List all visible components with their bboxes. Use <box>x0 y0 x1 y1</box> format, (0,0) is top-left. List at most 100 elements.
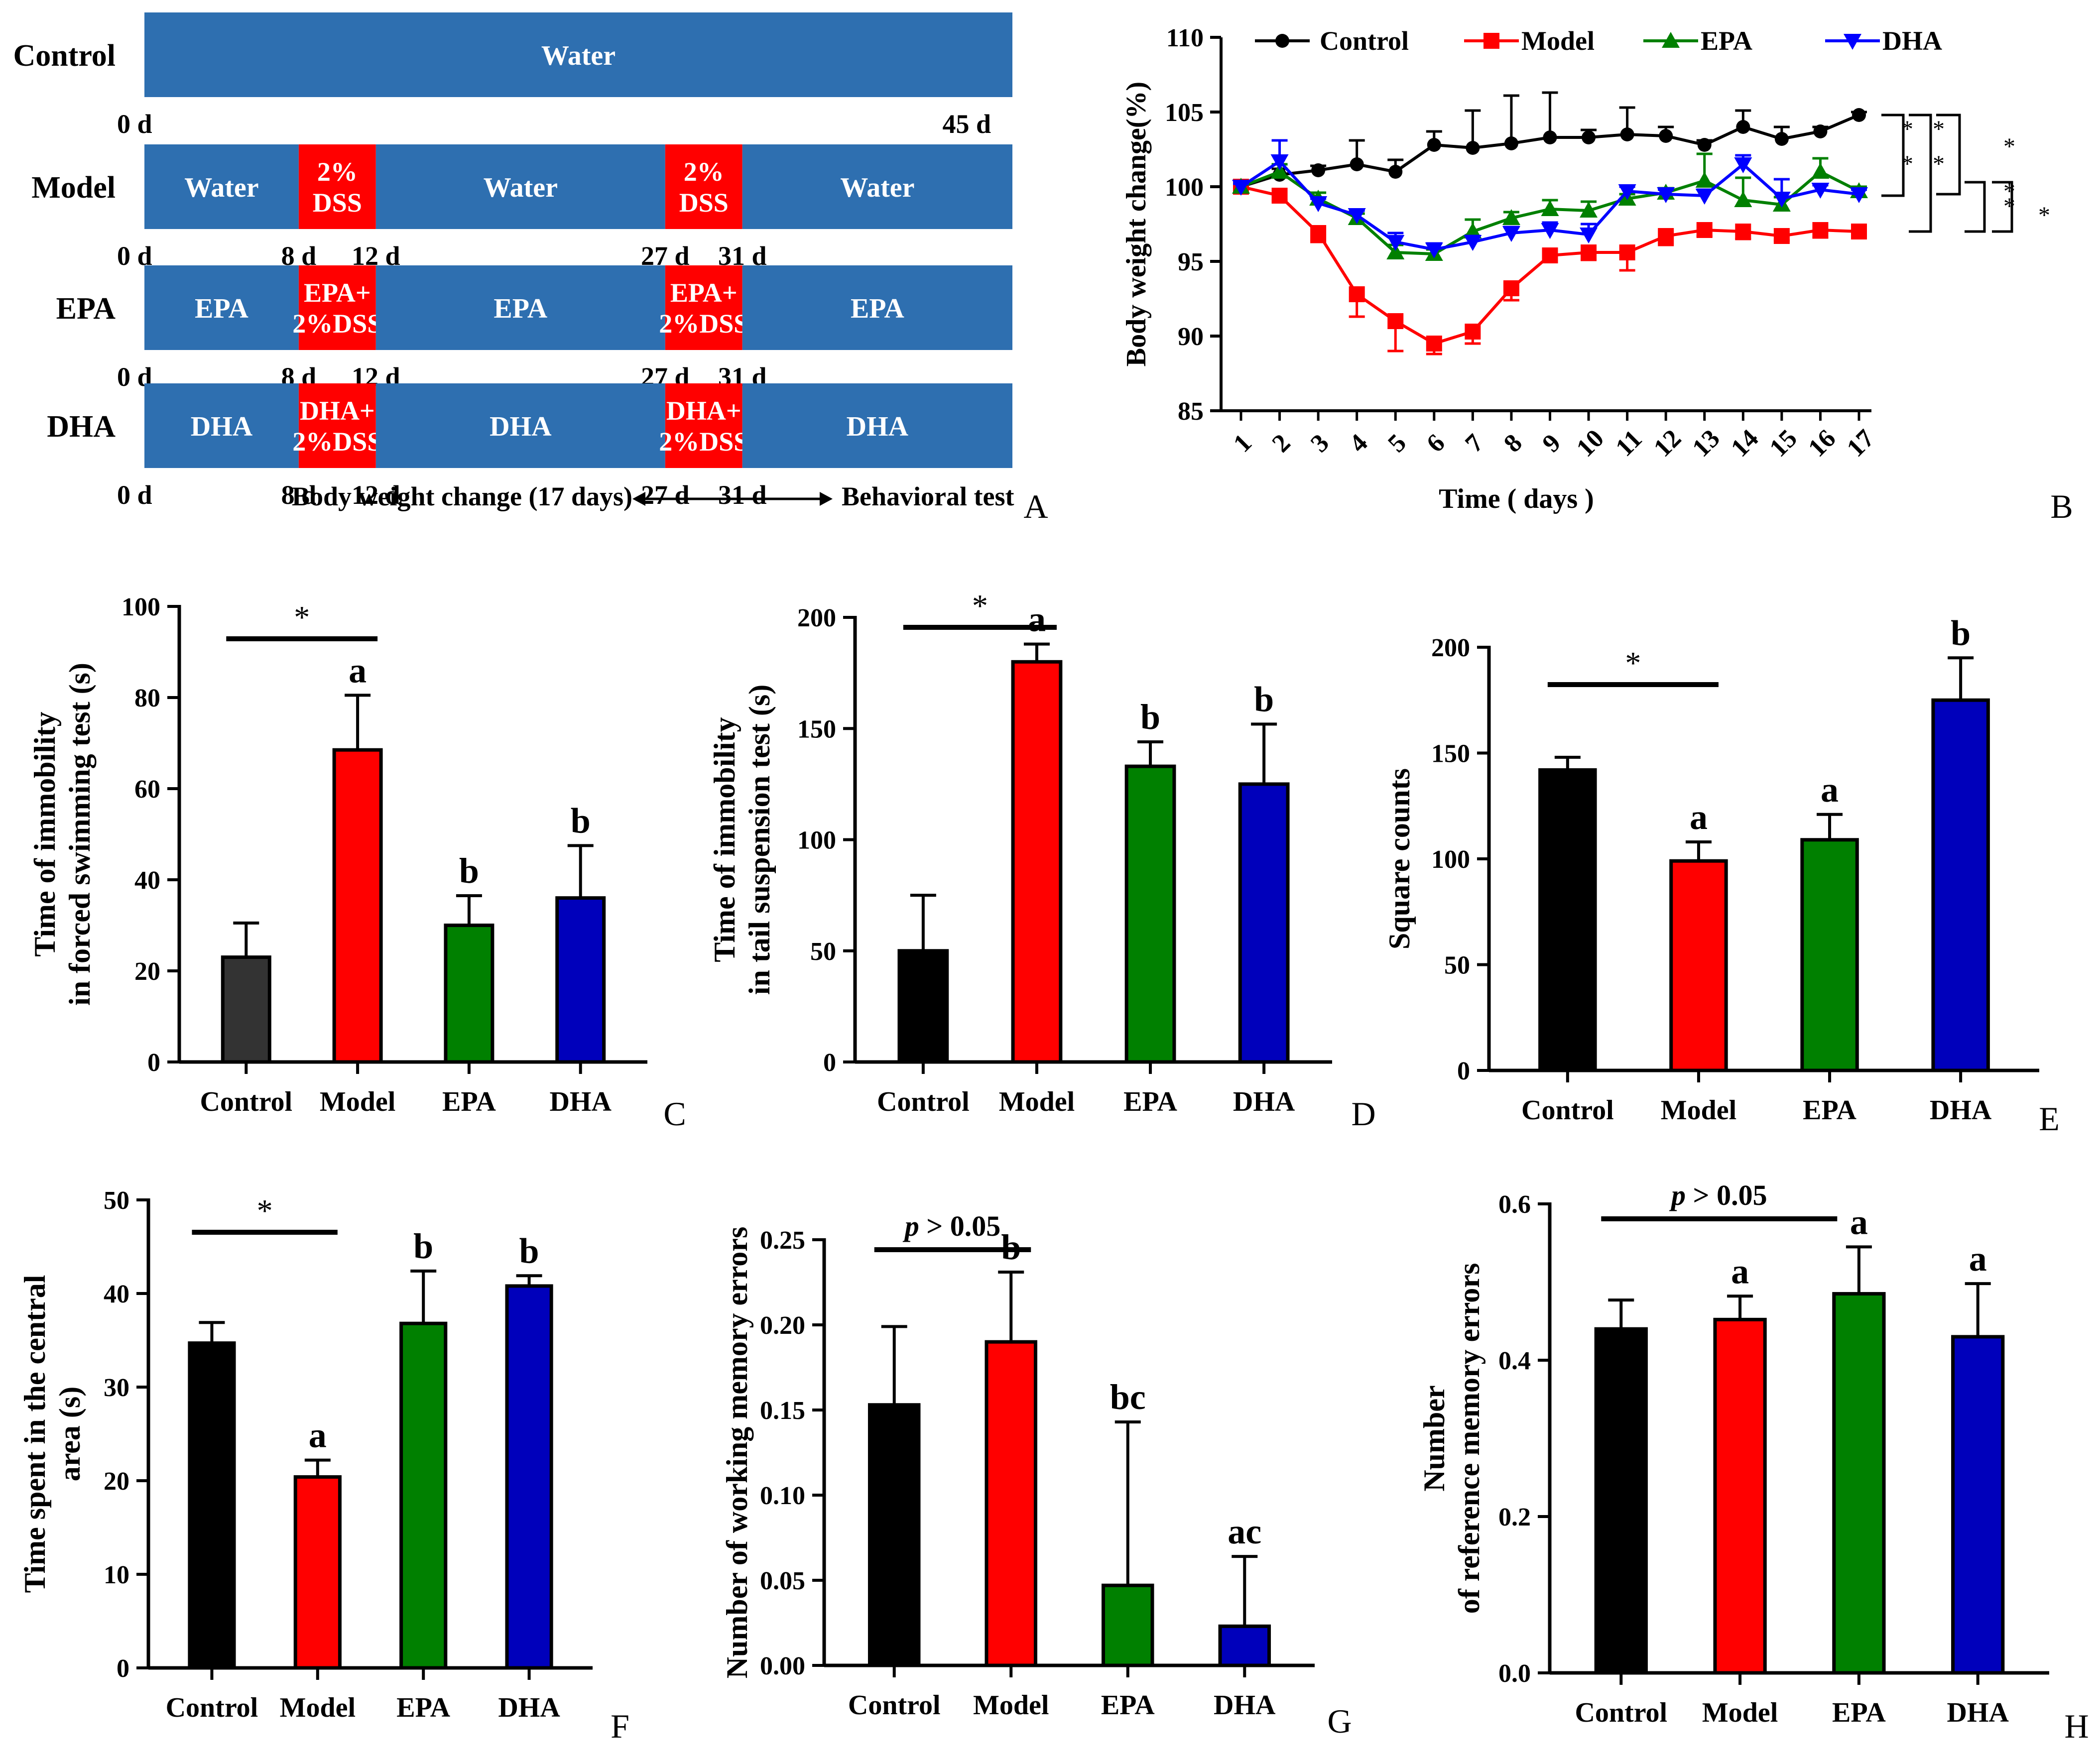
segment-label: 2%DSS <box>659 309 748 339</box>
bar-control <box>867 1403 921 1667</box>
data-point <box>1851 224 1867 239</box>
timeline-segment <box>665 383 742 468</box>
x-tick-label: Model <box>280 1692 356 1723</box>
y-tick-label: 0.0 <box>1498 1659 1531 1688</box>
data-point <box>1772 192 1791 208</box>
panel-c-bar-chart: 0 20 40 60 80 100 Control Model a EPA b DHA b * Time o… <box>28 593 686 1133</box>
data-point <box>1427 138 1441 152</box>
data-point <box>1503 280 1519 296</box>
y-axis-label: Body weight change(%) <box>1121 82 1152 366</box>
x-tick-label: 13 <box>1687 424 1726 463</box>
data-point <box>1271 188 1288 204</box>
significance-letter: b <box>459 851 479 891</box>
timeline-segment <box>665 144 742 229</box>
x-tick-label: EPA <box>1803 1095 1856 1126</box>
data-point <box>1582 130 1596 144</box>
timeline-segment <box>298 265 376 350</box>
significance-label: p > 0.05 <box>902 1210 1001 1242</box>
legend-item-epa: EPA <box>1643 26 1752 56</box>
x-tick-label: 11 <box>1610 425 1648 462</box>
bar-model <box>332 748 383 1064</box>
x-tick-label: Model <box>1702 1697 1778 1728</box>
data-point <box>1504 136 1518 150</box>
significance-star: * <box>2003 133 2015 160</box>
significance-star: * <box>2038 202 2050 229</box>
x-tick-label: EPA <box>1832 1697 1886 1728</box>
y-tick-label: 0 <box>1457 1057 1470 1085</box>
group-label-control: Control <box>13 39 116 73</box>
timeline-segment <box>298 383 376 468</box>
timeline-segment <box>144 383 299 468</box>
bar-epa <box>1124 764 1176 1064</box>
bar-model <box>1713 1317 1767 1675</box>
data-point <box>1349 286 1365 302</box>
data-point <box>1734 191 1752 207</box>
segment-label: DHA <box>490 411 552 442</box>
y-tick-label: 105 <box>1165 99 1204 127</box>
timeline-segment <box>742 265 1012 350</box>
bar-dha <box>505 1284 553 1670</box>
panel-letter: E <box>2039 1100 2060 1138</box>
segment-label: EPA <box>851 293 904 324</box>
significance-letter: b <box>519 1231 539 1271</box>
x-tick-label: 16 <box>1803 424 1841 463</box>
significance-letter: b <box>413 1226 433 1266</box>
y-axis-label: Square counts <box>1383 768 1416 949</box>
data-point <box>1619 244 1635 260</box>
x-tick-label: 2 <box>1267 429 1296 458</box>
legend-item-control: Control <box>1255 26 1409 56</box>
data-point <box>1350 157 1364 171</box>
x-tick-label: DHA <box>498 1692 560 1723</box>
significance-star: * <box>257 1193 273 1228</box>
y-tick-label: 200 <box>1431 634 1470 662</box>
data-point <box>1735 224 1751 239</box>
x-tick-label: Control <box>848 1690 941 1721</box>
x-tick-label: 10 <box>1571 424 1609 463</box>
panel-letter: C <box>663 1095 686 1133</box>
significance-letter: a <box>1690 797 1708 837</box>
y-tick-label: 0.15 <box>760 1397 805 1425</box>
y-tick-label: 85 <box>1178 397 1204 426</box>
significance-label: p > 0.05 <box>1669 1179 1767 1211</box>
x-tick-label: 5 <box>1382 429 1412 458</box>
y-axis-label: Number <box>1418 1385 1451 1491</box>
significance-bracket <box>1965 181 1986 233</box>
y-tick-label: 50 <box>810 938 836 966</box>
y-tick-label: 0.25 <box>760 1226 805 1255</box>
segment-label: Water <box>184 172 258 203</box>
day-tick-label: 31 d <box>718 480 767 510</box>
y-axis-label: of reference memory errors <box>1453 1263 1485 1614</box>
significance-letter: a <box>1028 599 1046 639</box>
legend-label: Model <box>1521 26 1595 56</box>
data-point <box>1695 172 1714 188</box>
x-tick-label: 4 <box>1344 429 1373 458</box>
y-tick-label: 150 <box>797 715 836 743</box>
data-point <box>1812 222 1829 238</box>
data-point <box>1386 235 1405 251</box>
day-tick-label: 12 d <box>352 480 400 510</box>
x-tick-label: Model <box>1661 1095 1736 1126</box>
bar-dha <box>1951 1335 2005 1675</box>
bar-control <box>1538 768 1597 1072</box>
significance-letter: b <box>1951 613 1971 653</box>
x-tick-label: 12 <box>1648 424 1687 463</box>
data-point <box>1697 138 1712 152</box>
y-tick-label: 0 <box>117 1654 129 1683</box>
significance-bracket <box>1992 181 2013 233</box>
segment-label: EPA <box>195 293 248 324</box>
x-tick-label: 14 <box>1726 424 1764 463</box>
x-tick-label: 3 <box>1305 429 1335 458</box>
x-tick-label: 1 <box>1228 429 1257 458</box>
significance-letter: a <box>1969 1239 1987 1279</box>
y-tick-label: 110 <box>1166 24 1204 52</box>
significance-star: * <box>2003 178 2015 205</box>
y-tick-label: 50 <box>104 1186 129 1215</box>
segment-label: DHA+ <box>666 396 741 426</box>
segment-label: DSS <box>313 188 362 218</box>
y-tick-label: 0.20 <box>760 1311 805 1340</box>
y-tick-label: 90 <box>1178 323 1204 351</box>
significance-letter: bc <box>1110 1377 1146 1417</box>
segment-label: DHA+ <box>300 396 375 426</box>
panel-letter: D <box>1351 1095 1375 1133</box>
y-tick-label: 0.10 <box>760 1482 805 1510</box>
